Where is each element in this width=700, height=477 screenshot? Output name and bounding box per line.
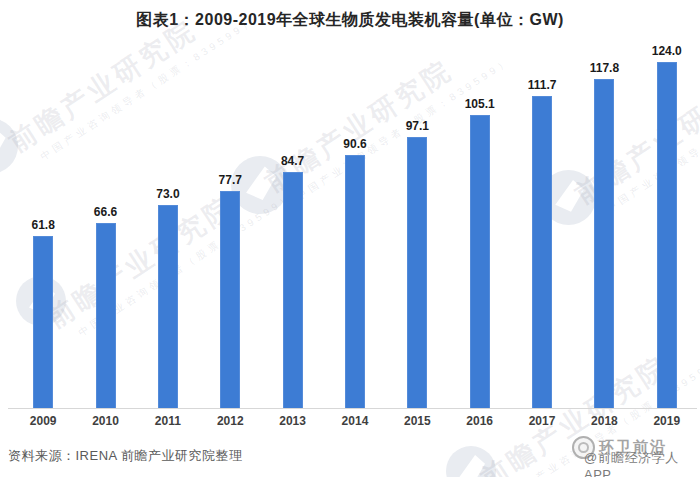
bar-2010 — [96, 223, 116, 410]
x-axis-label: 2017 — [529, 414, 556, 428]
bar-value-label: 84.7 — [281, 154, 304, 168]
chart-column-2017: 111.72017 — [511, 0, 573, 409]
bar-value-label: 73.0 — [156, 187, 179, 201]
x-axis-label: 2019 — [653, 414, 680, 428]
chart-column-2012: 77.72012 — [199, 0, 261, 409]
x-axis-label: 2013 — [279, 414, 306, 428]
bar-value-label: 66.6 — [94, 205, 117, 219]
bar-2018 — [594, 79, 614, 409]
bar-2015 — [407, 137, 427, 409]
x-axis-label: 2010 — [92, 414, 119, 428]
bar-value-label: 124.0 — [652, 44, 682, 58]
bar-value-label: 97.1 — [406, 119, 429, 133]
chart-canvas: 前瞻产业研究院中国产业咨询领导者（股票：839599）前瞻产业研究院中国产业咨询… — [0, 0, 700, 477]
x-axis-label: 2015 — [404, 414, 431, 428]
source-credit: 资料来源：IRENA 前瞻产业研究院整理 — [8, 447, 243, 465]
bar-value-label: 61.8 — [32, 218, 55, 232]
chart-column-2013: 84.72013 — [261, 0, 323, 409]
qianzhan-logo-watermark-icon — [446, 446, 496, 477]
chart-column-2019: 124.02019 — [636, 0, 698, 409]
x-axis-line — [8, 408, 697, 409]
chart-column-2010: 66.62010 — [74, 0, 136, 409]
x-axis-label: 2012 — [217, 414, 244, 428]
x-axis-label: 2009 — [30, 414, 57, 428]
bar-value-label: 111.7 — [528, 78, 557, 92]
bar-2011 — [158, 205, 178, 409]
chart-column-2011: 73.02011 — [137, 0, 199, 409]
plot-area: 61.8200966.6201073.0201177.7201284.72013… — [12, 0, 698, 409]
chart-column-2015: 97.12015 — [386, 0, 448, 409]
x-axis-label: 2018 — [591, 414, 618, 428]
x-axis-label: 2011 — [155, 414, 181, 428]
source-label: 资料来源： — [8, 448, 76, 463]
bar-2013 — [283, 172, 303, 409]
chart-column-2016: 105.12016 — [449, 0, 511, 409]
chart-column-2009: 61.82009 — [12, 0, 74, 409]
bar-2014 — [345, 155, 365, 409]
bar-2017 — [532, 96, 552, 409]
bar-2019 — [657, 62, 677, 409]
bar-2016 — [470, 115, 490, 409]
x-axis-label: 2016 — [466, 414, 493, 428]
qianzhan-app-credit: @前瞻经济学人APP — [584, 449, 700, 477]
bar-2012 — [220, 191, 240, 409]
bar-2009 — [33, 236, 53, 409]
x-axis-label: 2014 — [342, 414, 369, 428]
bar-value-label: 90.6 — [343, 137, 366, 151]
source-text: IRENA 前瞻产业研究院整理 — [76, 448, 243, 463]
bar-value-label: 117.8 — [590, 61, 619, 75]
bar-value-label: 105.1 — [465, 97, 495, 111]
bar-value-label: 77.7 — [219, 173, 242, 187]
chart-column-2018: 117.82018 — [573, 0, 635, 409]
chart-column-2014: 90.62014 — [324, 0, 386, 409]
